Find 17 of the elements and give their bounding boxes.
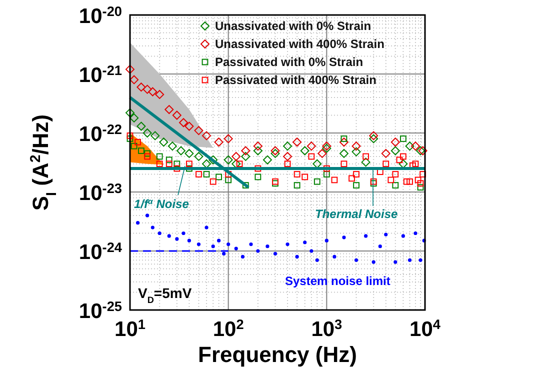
y-tick-label: 10$^{-24}$ <box>78 240 122 264</box>
annotation: 1/f$^{α}$ Noise <box>134 196 190 211</box>
x-tick-label: 10$^{4}$ <box>410 316 441 341</box>
y-tick-label: 10$^{-20}$ <box>78 4 122 28</box>
annotation: V$_{D}$=5mV <box>138 285 192 305</box>
annotation: System noise limit <box>285 274 390 288</box>
legend-label: Unassivated with 400% Strain <box>215 37 384 51</box>
x-tick-label: 10$^{3}$ <box>311 316 343 341</box>
y-tick-label: 10$^{-23}$ <box>78 180 122 205</box>
y-tick-label: 10$^{-22}$ <box>78 122 122 146</box>
y-tick-label: 10$^{-21}$ <box>78 62 122 87</box>
legend-label: Passivated with 0% Strain <box>215 55 364 69</box>
x-axis-title: Frequency (Hz) <box>198 342 357 367</box>
annotation: Thermal Noise <box>315 207 398 221</box>
x-tick-label: 10$^{2}$ <box>212 316 244 341</box>
legend-label: Passivated with 400% Strain <box>215 73 376 87</box>
legend-label: Unassivated with 0% Strain <box>215 19 372 33</box>
